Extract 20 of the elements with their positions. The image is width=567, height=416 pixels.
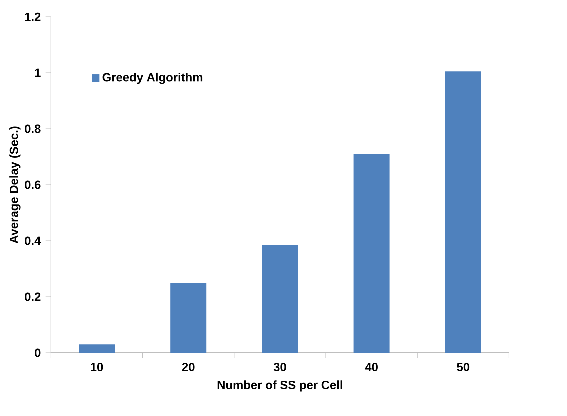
- y-tick-label: 0.6: [25, 180, 41, 190]
- x-tick-label: 30: [274, 363, 286, 372]
- x-tick-label: 40: [365, 363, 378, 372]
- bar: [262, 245, 298, 353]
- bar: [445, 72, 482, 353]
- x-tick-label: 50: [457, 363, 470, 372]
- bar: [170, 283, 207, 353]
- bar: [79, 344, 115, 353]
- y-tick-label: 1.2: [25, 12, 41, 22]
- bar: [354, 154, 390, 353]
- x-tick-label: 10: [91, 363, 104, 372]
- x-tick-label: 20: [182, 363, 195, 372]
- y-axis-title: Average Delay (Sec.): [10, 126, 21, 244]
- y-tick-label: 0.4: [25, 236, 42, 246]
- y-tick-label: 1: [35, 68, 41, 78]
- legend-label: Greedy Algorithm: [102, 72, 203, 84]
- x-axis-title: Number of SS per Cell: [218, 380, 342, 392]
- y-tick-label: 0: [35, 348, 41, 358]
- y-tick-label: 0.8: [25, 124, 41, 134]
- y-tick-label: 0.2: [25, 292, 41, 302]
